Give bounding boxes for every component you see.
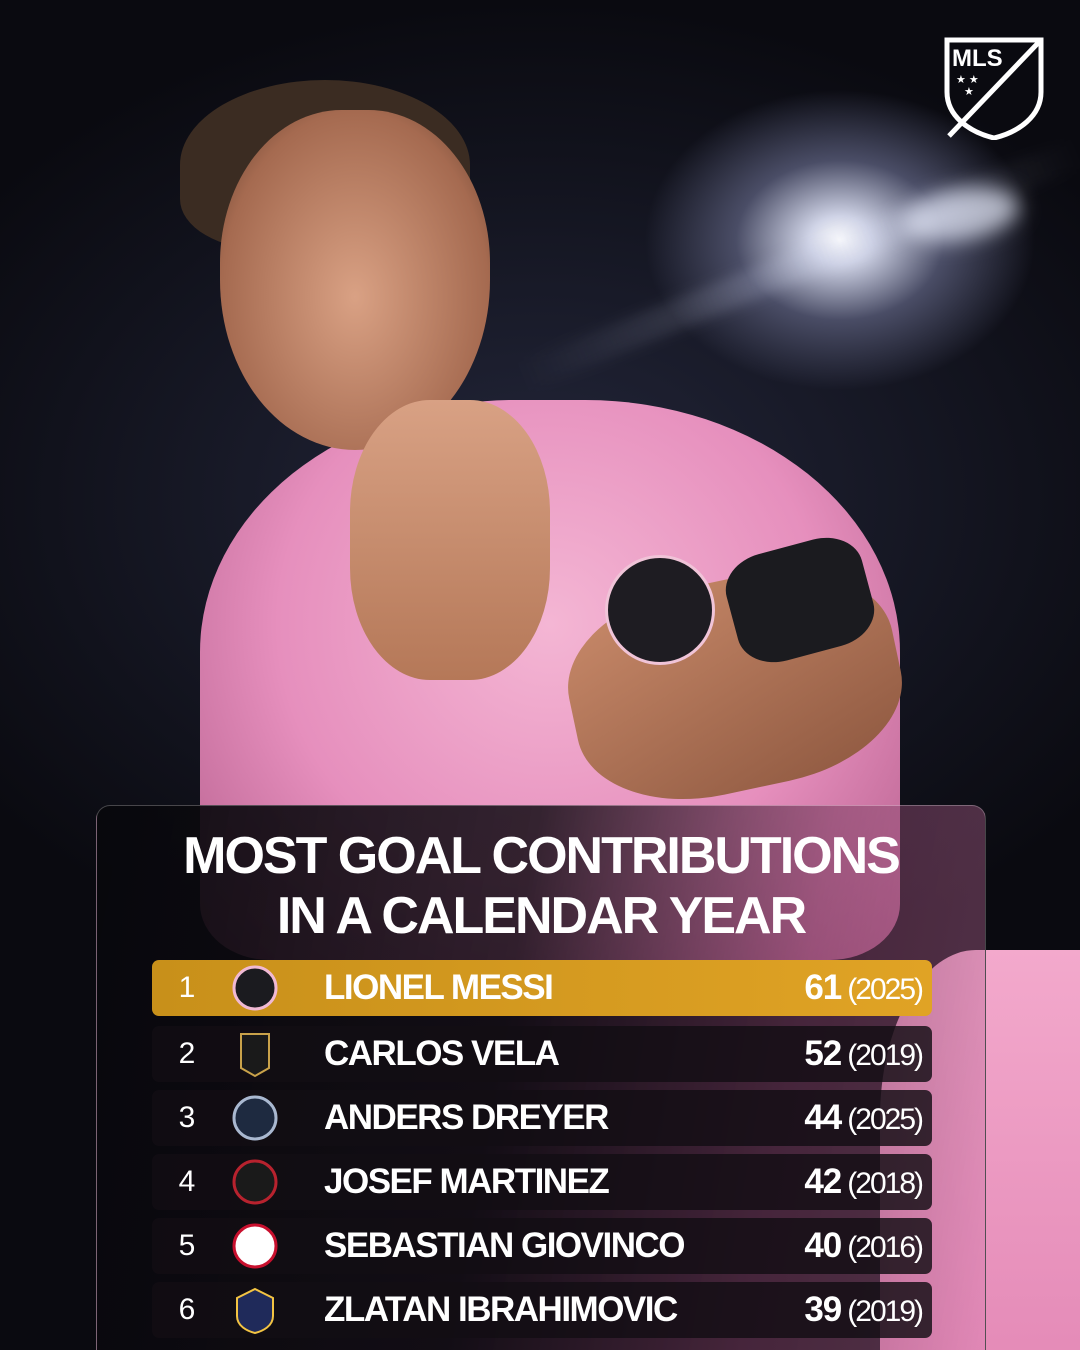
rank: 6 — [178, 1293, 196, 1326]
stat: 42 (2018) — [804, 1162, 924, 1202]
san-diego-fc-crest-icon — [222, 1094, 288, 1142]
mls-logo-icon: MLS ★ ★ ★ — [944, 37, 1044, 140]
svg-text:★: ★ — [964, 86, 974, 98]
title-line-2: IN A CALENDAR YEAR — [276, 887, 807, 945]
mls-logo-text: MLS — [952, 45, 1003, 72]
leaderboard-row: 1 LIONEL MESSI 61 (2025) — [152, 960, 932, 1016]
goal-contributions: 40 — [804, 1226, 842, 1265]
light-beam — [516, 138, 1080, 392]
rank: 1 — [178, 971, 196, 1004]
year: (2016) — [847, 1231, 924, 1264]
player-name: LIONEL MESSI — [324, 968, 554, 1007]
stat: 61 (2025) — [804, 968, 924, 1008]
la-galaxy-crest-icon — [222, 1286, 288, 1334]
player-name: ANDERS DREYER — [324, 1098, 609, 1137]
leaderboard-row: 2 CARLOS VELA 52 (2019) — [152, 1026, 932, 1082]
leaderboard-row: 3 ANDERS DREYER 44 (2025) — [152, 1090, 932, 1146]
rank: 3 — [178, 1101, 196, 1134]
club-crest-on-jersey — [605, 555, 715, 665]
player-name: JOSEF MARTINEZ — [324, 1162, 610, 1201]
rank: 2 — [178, 1037, 196, 1070]
goal-contributions: 61 — [804, 968, 842, 1007]
year: (2025) — [847, 973, 924, 1006]
inter-miami-crest-icon — [222, 964, 288, 1012]
year: (2025) — [847, 1103, 924, 1136]
goal-contributions: 42 — [804, 1162, 842, 1201]
rank: 4 — [178, 1165, 196, 1198]
goal-contributions: 52 — [804, 1034, 842, 1073]
lafc-crest-icon — [222, 1030, 288, 1078]
stat: 39 (2019) — [804, 1290, 924, 1330]
svg-text:★ ★: ★ ★ — [956, 74, 979, 86]
stat: 44 (2025) — [804, 1098, 924, 1138]
title-line-1: MOST GOAL CONTRIBUTIONS — [183, 827, 901, 885]
year: (2019) — [847, 1039, 924, 1072]
leaderboard-row: 4 JOSEF MARTINEZ 42 (2018) — [152, 1154, 932, 1210]
goal-contributions: 44 — [804, 1098, 842, 1137]
leaderboard-row: 5 SEBASTIAN GIOVINCO 40 (2016) — [152, 1218, 932, 1274]
page-title: MOST GOAL CONTRIBUTIONS IN A CALENDAR YE… — [96, 826, 986, 946]
year: (2018) — [847, 1167, 924, 1200]
player-name: SEBASTIAN GIOVINCO — [324, 1226, 685, 1265]
year: (2019) — [847, 1295, 924, 1328]
player-name: ZLATAN IBRAHIMOVIC — [324, 1290, 678, 1329]
stat: 40 (2016) — [804, 1226, 924, 1266]
atlanta-united-crest-icon — [222, 1158, 288, 1206]
player-name: CARLOS VELA — [324, 1034, 560, 1073]
toronto-fc-crest-icon — [222, 1222, 288, 1270]
leaderboard-row: 6 ZLATAN IBRAHIMOVIC 39 (2019) — [152, 1282, 932, 1338]
rank: 5 — [178, 1229, 196, 1262]
goal-contributions: 39 — [804, 1290, 842, 1329]
stat: 52 (2019) — [804, 1034, 924, 1074]
